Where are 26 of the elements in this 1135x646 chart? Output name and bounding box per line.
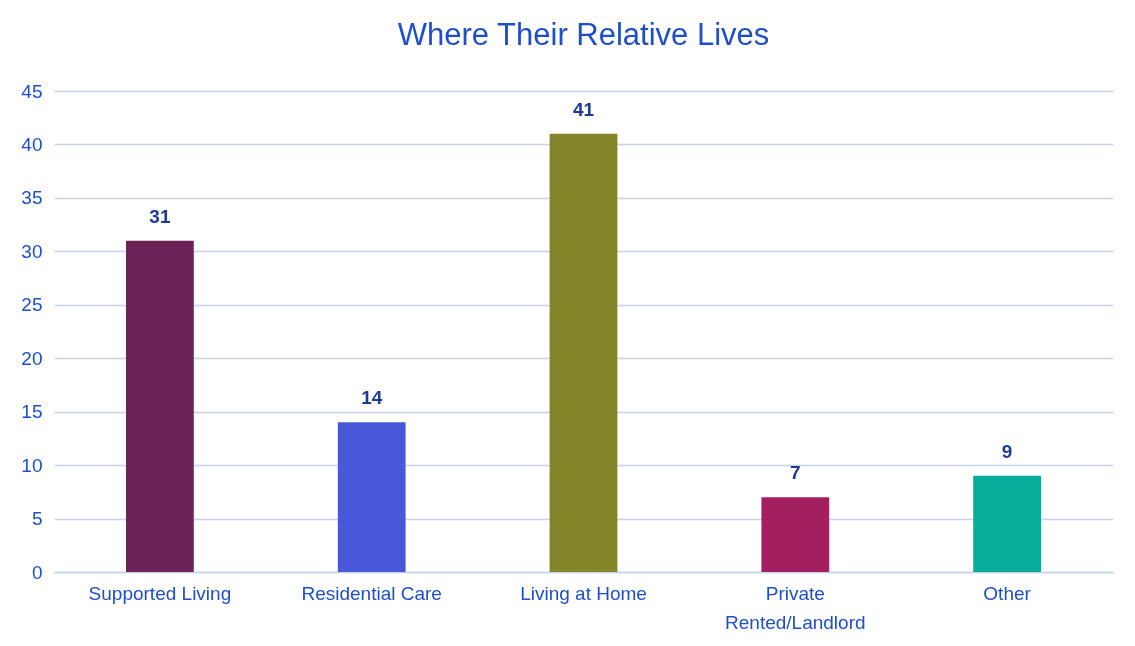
y-tick-label: 30 [21, 240, 43, 262]
bar [337, 422, 406, 572]
x-tick-label: Other [983, 582, 1032, 604]
x-tick-label: Private Rented/Landlord [725, 582, 866, 633]
x-tick-label: Supported Living [88, 582, 232, 604]
data-label: 9 [1001, 440, 1013, 462]
bar [126, 240, 194, 572]
data-label: 7 [790, 462, 801, 484]
y-tick-label: 35 [21, 187, 43, 209]
data-label: 41 [572, 98, 595, 120]
bar [761, 497, 830, 572]
y-tick-label: 20 [21, 347, 43, 369]
chart-title: Where Their Relative Lives [397, 17, 770, 52]
y-tick-label: 40 [21, 133, 43, 155]
bar [549, 133, 618, 572]
y-tick-label: 0 [31, 561, 43, 583]
y-tick-label: 5 [31, 508, 43, 530]
y-tick-label: 25 [21, 294, 43, 316]
y-tick-label: 45 [21, 80, 43, 102]
y-tick-label: 10 [21, 454, 43, 476]
x-tick-label: Residential Care [301, 582, 442, 604]
bar [973, 475, 1041, 572]
data-label: 14 [361, 387, 383, 409]
y-tick-label: 15 [21, 401, 43, 423]
data-label: 31 [149, 205, 171, 227]
x-tick-label: Living at Home [520, 582, 647, 604]
